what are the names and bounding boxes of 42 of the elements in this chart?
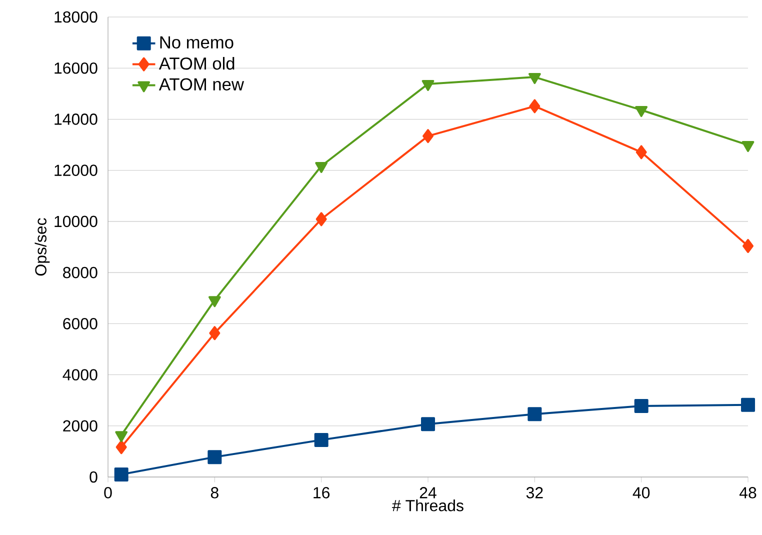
point [208, 450, 222, 464]
x-tick-label: 8 [210, 487, 218, 498]
point [316, 212, 327, 226]
y-tick-label: 18000 [54, 11, 98, 23]
x-tick-label: 32 [526, 487, 543, 498]
point [742, 141, 754, 152]
y-tick-label: 6000 [63, 318, 98, 330]
y-tick-label: 12000 [54, 164, 98, 176]
legend-label: ATOM new [158, 78, 244, 90]
y-tick-label: 4000 [62, 369, 98, 380]
x-tick-label: 16 [314, 487, 330, 498]
y-tick-label: 10000 [54, 216, 98, 228]
y-tick-label: 14000 [54, 114, 98, 125]
point [635, 106, 648, 118]
legend-label: No memo [160, 36, 234, 48]
y-tick-label: 2000 [63, 420, 98, 432]
point [634, 398, 648, 413]
y-axis-title: Ops/sec [34, 218, 50, 276]
point [208, 296, 221, 308]
x-axis-title: # Threads [392, 500, 464, 512]
y-tick-label: 16000 [54, 62, 98, 74]
x-tick-label: 0 [104, 487, 112, 498]
point [421, 417, 436, 432]
point [422, 129, 434, 144]
y-tick-label: 0 [90, 471, 98, 483]
point [209, 326, 220, 340]
point [636, 145, 647, 160]
x-tick-label: 24 [420, 487, 436, 498]
point [528, 73, 541, 84]
y-tick-label: 8000 [63, 266, 98, 278]
point [422, 80, 434, 91]
point [315, 162, 328, 173]
legend-label: ATOM old [158, 56, 234, 70]
x-tick-label: 40 [632, 487, 650, 498]
point [314, 432, 328, 447]
point [742, 238, 754, 253]
point [741, 398, 756, 412]
point [114, 467, 128, 482]
x-tick-label: 48 [739, 487, 756, 498]
point [529, 99, 540, 114]
point [116, 440, 127, 454]
point [528, 407, 542, 422]
